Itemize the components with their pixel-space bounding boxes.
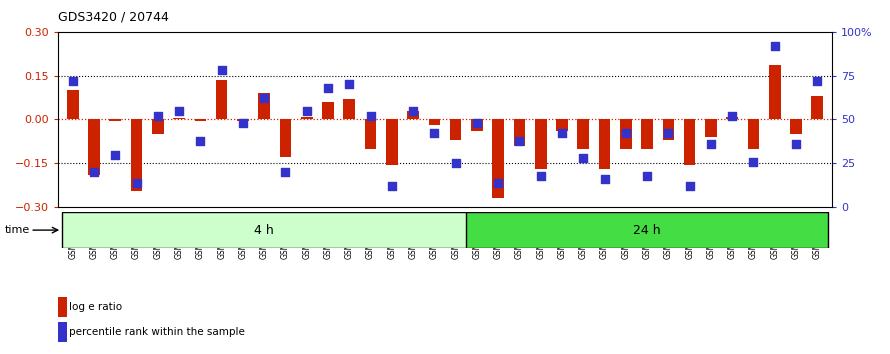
Bar <box>386 120 398 165</box>
Text: 4 h: 4 h <box>255 224 274 236</box>
Text: time: time <box>4 225 29 235</box>
Bar <box>215 80 228 120</box>
Point <box>576 155 590 161</box>
Point <box>534 173 548 178</box>
Point <box>789 141 803 147</box>
Point <box>342 81 356 87</box>
Bar <box>301 116 312 120</box>
Bar <box>599 120 611 169</box>
Bar <box>620 120 632 149</box>
Point <box>619 131 633 136</box>
Bar <box>67 90 78 120</box>
Bar <box>449 120 462 140</box>
Point <box>513 138 527 143</box>
Point <box>470 120 484 126</box>
Bar <box>471 120 482 131</box>
Bar <box>279 120 291 158</box>
Point <box>109 152 123 157</box>
Point <box>384 183 399 189</box>
Bar <box>748 120 759 149</box>
Bar <box>344 99 355 120</box>
Bar <box>790 120 802 134</box>
Point <box>427 131 441 136</box>
Bar <box>109 120 121 121</box>
Bar <box>556 120 568 131</box>
Bar <box>578 120 589 149</box>
Bar <box>152 120 164 134</box>
Bar <box>408 111 419 120</box>
Bar <box>535 120 546 169</box>
Bar <box>131 120 142 191</box>
Point <box>491 180 506 185</box>
Point <box>257 96 271 101</box>
Bar <box>726 116 738 120</box>
Point <box>193 138 207 143</box>
Bar <box>705 120 716 137</box>
Point <box>129 180 143 185</box>
Point <box>172 108 186 114</box>
Point <box>704 141 718 147</box>
Point <box>683 183 697 189</box>
Text: 24 h: 24 h <box>634 224 661 236</box>
Bar <box>769 65 781 120</box>
Bar <box>641 120 653 149</box>
Point <box>236 120 250 126</box>
Point <box>87 169 101 175</box>
Text: GDS3420 / 20744: GDS3420 / 20744 <box>58 11 169 24</box>
Bar <box>428 120 441 125</box>
Point <box>767 43 781 49</box>
Bar <box>258 93 270 120</box>
Point <box>66 78 80 84</box>
Bar <box>88 120 100 175</box>
Bar <box>466 212 828 248</box>
Bar <box>684 120 695 165</box>
Bar <box>237 120 249 121</box>
Point <box>449 160 463 166</box>
Point <box>279 169 293 175</box>
Point <box>640 173 654 178</box>
Point <box>321 85 336 91</box>
Text: log e ratio: log e ratio <box>69 302 123 312</box>
Point <box>150 113 165 119</box>
Point <box>597 176 611 182</box>
Point <box>725 113 740 119</box>
Bar <box>195 120 206 121</box>
Point <box>363 113 377 119</box>
Bar <box>62 212 466 248</box>
Bar <box>365 120 376 149</box>
Bar <box>812 96 823 120</box>
Bar <box>322 102 334 120</box>
Point <box>747 159 761 164</box>
Bar <box>514 120 525 146</box>
Text: percentile rank within the sample: percentile rank within the sample <box>69 327 246 337</box>
Point <box>554 131 569 136</box>
Bar <box>662 120 675 140</box>
Point <box>406 108 420 114</box>
Bar <box>492 120 504 198</box>
Point <box>810 78 824 84</box>
Point <box>661 131 676 136</box>
Bar <box>174 118 185 120</box>
Point <box>214 68 229 73</box>
Point <box>300 108 314 114</box>
